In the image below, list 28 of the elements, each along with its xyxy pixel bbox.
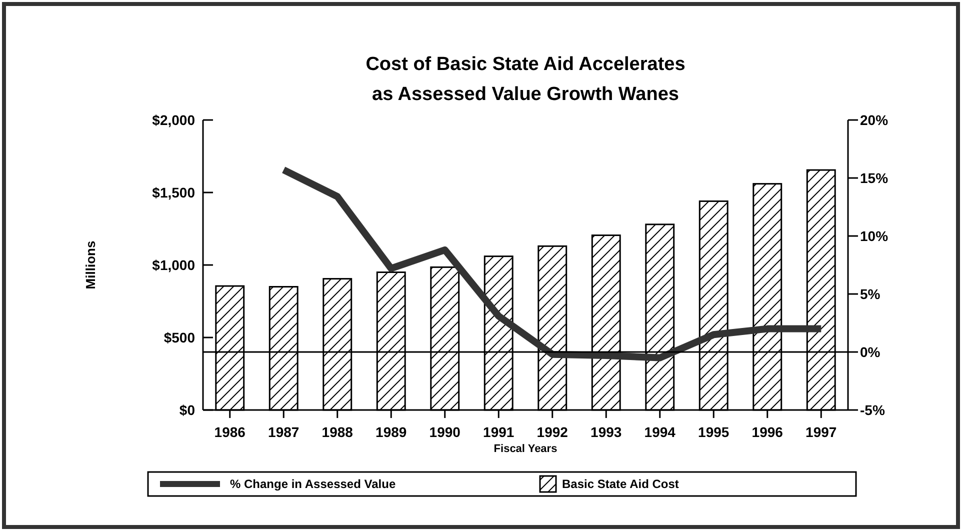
y-tick-label: $1,000 [152, 256, 196, 273]
y-tick-label: $500 [164, 329, 196, 346]
y-axis-title: Millions [83, 240, 98, 290]
legend-label: Basic State Aid Cost [562, 477, 679, 492]
y2-tick-label: 20% [860, 112, 889, 128]
y2-tick-label: -5% [860, 402, 886, 418]
x-tick-label: 1996 [752, 424, 784, 440]
y2-tick-label: 0% [860, 344, 881, 360]
x-tick-label: 1988 [322, 424, 354, 440]
y2-tick-label: 10% [860, 228, 889, 244]
x-tick-label: 1991 [483, 424, 514, 440]
x-tick-label: 1990 [429, 424, 461, 440]
x-tick-label: 1997 [806, 424, 837, 440]
x-axis-title: Fiscal Years [494, 443, 558, 455]
x-tick-label: 1992 [536, 424, 568, 440]
y-tick-label: $0 [179, 402, 196, 418]
x-tick-label: 1993 [590, 424, 622, 440]
x-tick-label: 1987 [268, 424, 300, 440]
y2-tick-label: 5% [860, 286, 881, 302]
y2-tick-label: 15% [860, 170, 889, 186]
chart-title: Cost of Basic State Aid Accelerates as Assessed Value Growth Wanes [366, 54, 686, 105]
x-tick-label: 1989 [376, 424, 407, 440]
legend-label: % Change in Assessed Value [230, 477, 396, 492]
x-tick-label: 1986 [214, 424, 246, 440]
x-tick-label: 1995 [698, 424, 730, 440]
x-tick-label: 1994 [644, 424, 676, 440]
y-tick-label: $2,000 [152, 112, 196, 128]
y-tick-label: $1,500 [152, 184, 196, 200]
